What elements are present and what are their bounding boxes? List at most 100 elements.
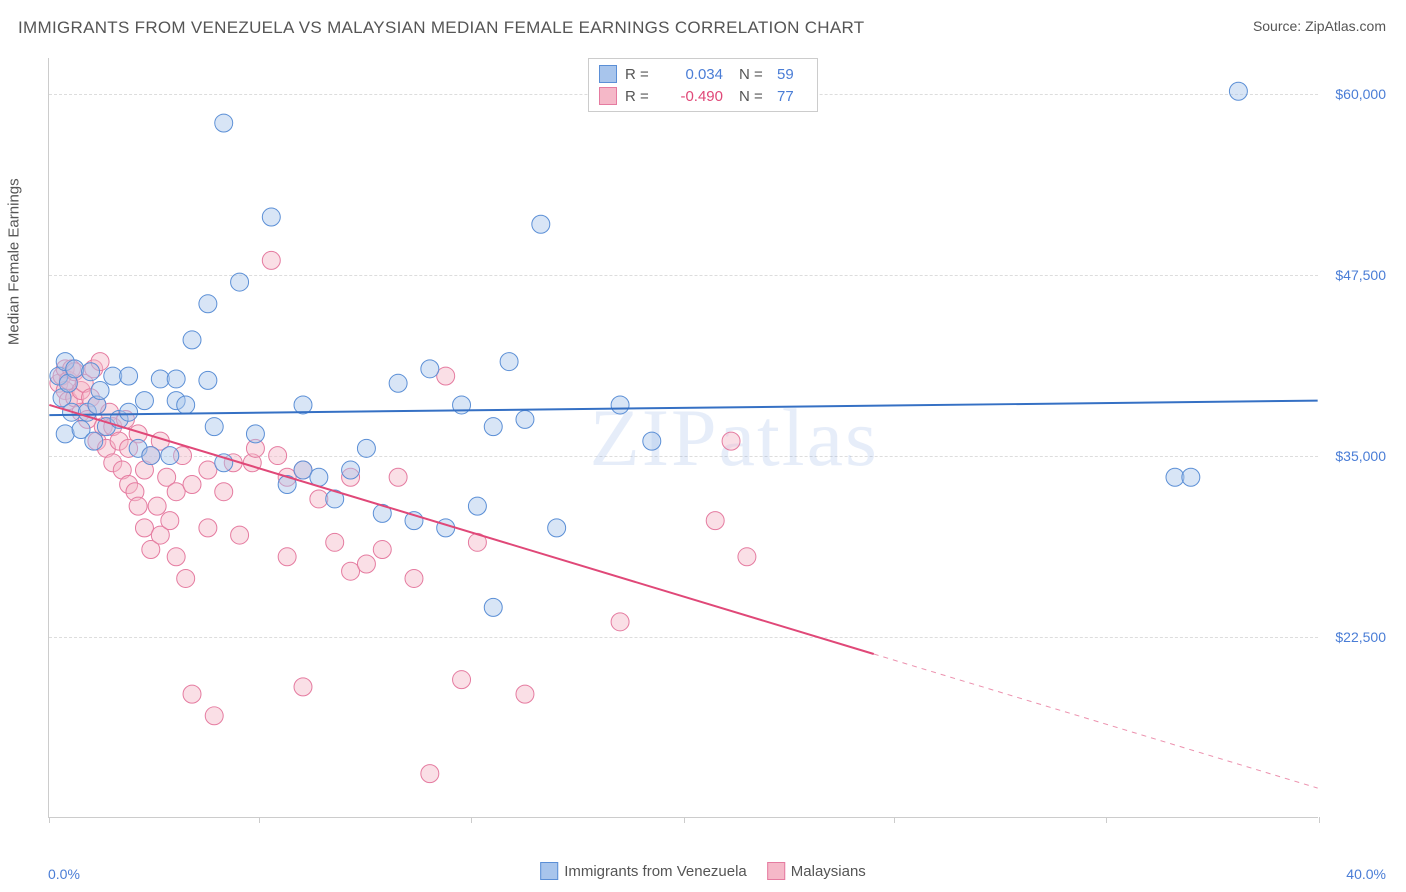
x-tick: [471, 817, 472, 823]
data-point-venezuela: [120, 367, 138, 385]
data-point-malaysians: [148, 497, 166, 515]
data-point-malaysians: [357, 555, 375, 573]
data-point-venezuela: [357, 439, 375, 457]
data-point-venezuela: [516, 410, 534, 428]
data-point-malaysians: [294, 678, 312, 696]
data-point-venezuela: [294, 461, 312, 479]
data-point-malaysians: [722, 432, 740, 450]
chart-container: IMMIGRANTS FROM VENEZUELA VS MALAYSIAN M…: [0, 0, 1406, 892]
data-point-venezuela: [500, 353, 518, 371]
data-point-malaysians: [373, 541, 391, 559]
data-point-malaysians: [453, 671, 471, 689]
data-point-venezuela: [548, 519, 566, 537]
data-point-venezuela: [151, 370, 169, 388]
data-point-malaysians: [269, 447, 287, 465]
data-point-malaysians: [405, 569, 423, 587]
data-point-venezuela: [1166, 468, 1184, 486]
data-point-malaysians: [231, 526, 249, 544]
data-point-malaysians: [183, 685, 201, 703]
data-point-venezuela: [342, 461, 360, 479]
swatch-series1: [599, 65, 617, 83]
source-label: Source: ZipAtlas.com: [1253, 18, 1386, 34]
data-point-malaysians: [342, 562, 360, 580]
y-tick-label: $22,500: [1326, 629, 1386, 645]
data-point-venezuela: [104, 367, 122, 385]
data-point-malaysians: [326, 533, 344, 551]
data-point-venezuela: [142, 447, 160, 465]
data-point-venezuela: [56, 425, 74, 443]
y-axis-title: Median Female Earnings: [6, 178, 23, 345]
data-point-malaysians: [421, 765, 439, 783]
r-value-series1: 0.034: [663, 66, 723, 83]
n-value-series2: 77: [777, 88, 807, 105]
swatch-series2-bottom: [767, 862, 785, 880]
data-point-venezuela: [1229, 82, 1247, 100]
r-value-series2: -0.490: [663, 88, 723, 105]
data-point-malaysians: [205, 707, 223, 725]
data-point-venezuela: [437, 519, 455, 537]
chart-svg: [49, 58, 1318, 817]
chart-title: IMMIGRANTS FROM VENEZUELA VS MALAYSIAN M…: [18, 18, 864, 38]
plot-area: ZIPatlas $22,500$35,000$47,500$60,000: [48, 58, 1318, 818]
data-point-venezuela: [246, 425, 264, 443]
y-tick-label: $35,000: [1326, 448, 1386, 464]
legend-label-series2: Malaysians: [791, 863, 866, 880]
data-point-malaysians: [135, 519, 153, 537]
legend-row-series2: R = -0.490 N = 77: [599, 85, 807, 107]
data-point-malaysians: [167, 548, 185, 566]
data-point-malaysians: [199, 519, 217, 537]
y-tick-label: $47,500: [1326, 267, 1386, 283]
legend-row-series1: R = 0.034 N = 59: [599, 63, 807, 85]
legend-item-series1: Immigrants from Venezuela: [540, 862, 747, 880]
data-point-malaysians: [611, 613, 629, 631]
x-min-label: 0.0%: [48, 866, 80, 882]
data-point-venezuela: [468, 497, 486, 515]
data-point-venezuela: [205, 418, 223, 436]
x-tick: [684, 817, 685, 823]
data-point-venezuela: [82, 363, 100, 381]
data-point-venezuela: [643, 432, 661, 450]
data-point-venezuela: [199, 371, 217, 389]
data-point-malaysians: [437, 367, 455, 385]
data-point-venezuela: [120, 403, 138, 421]
x-max-label: 40.0%: [1346, 866, 1386, 882]
data-point-malaysians: [199, 461, 217, 479]
swatch-series1-bottom: [540, 862, 558, 880]
r-label: R =: [625, 66, 655, 83]
n-label: N =: [739, 88, 769, 105]
data-point-venezuela: [262, 208, 280, 226]
data-point-venezuela: [484, 418, 502, 436]
data-point-malaysians: [389, 468, 407, 486]
data-point-malaysians: [516, 685, 534, 703]
legend-label-series1: Immigrants from Venezuela: [564, 863, 747, 880]
data-point-venezuela: [421, 360, 439, 378]
data-point-malaysians: [215, 483, 233, 501]
data-point-venezuela: [167, 370, 185, 388]
data-point-venezuela: [611, 396, 629, 414]
legend-item-series2: Malaysians: [767, 862, 866, 880]
swatch-series2: [599, 87, 617, 105]
data-point-malaysians: [177, 569, 195, 587]
x-tick: [1319, 817, 1320, 823]
trend-line-venezuela: [49, 401, 1317, 415]
data-point-malaysians: [738, 548, 756, 566]
trend-line-dashed-malaysians: [874, 654, 1318, 788]
r-label: R =: [625, 88, 655, 105]
x-tick: [894, 817, 895, 823]
data-point-venezuela: [85, 432, 103, 450]
data-point-venezuela: [177, 396, 195, 414]
data-point-venezuela: [66, 360, 84, 378]
series-legend: Immigrants from Venezuela Malaysians: [540, 862, 866, 880]
data-point-venezuela: [532, 215, 550, 233]
data-point-malaysians: [278, 548, 296, 566]
data-point-malaysians: [706, 512, 724, 530]
data-point-malaysians: [262, 251, 280, 269]
data-point-venezuela: [389, 374, 407, 392]
data-point-venezuela: [199, 295, 217, 313]
data-point-venezuela: [215, 114, 233, 132]
x-tick: [1106, 817, 1107, 823]
data-point-venezuela: [1182, 468, 1200, 486]
n-value-series1: 59: [777, 66, 807, 83]
data-point-venezuela: [231, 273, 249, 291]
data-point-venezuela: [161, 447, 179, 465]
